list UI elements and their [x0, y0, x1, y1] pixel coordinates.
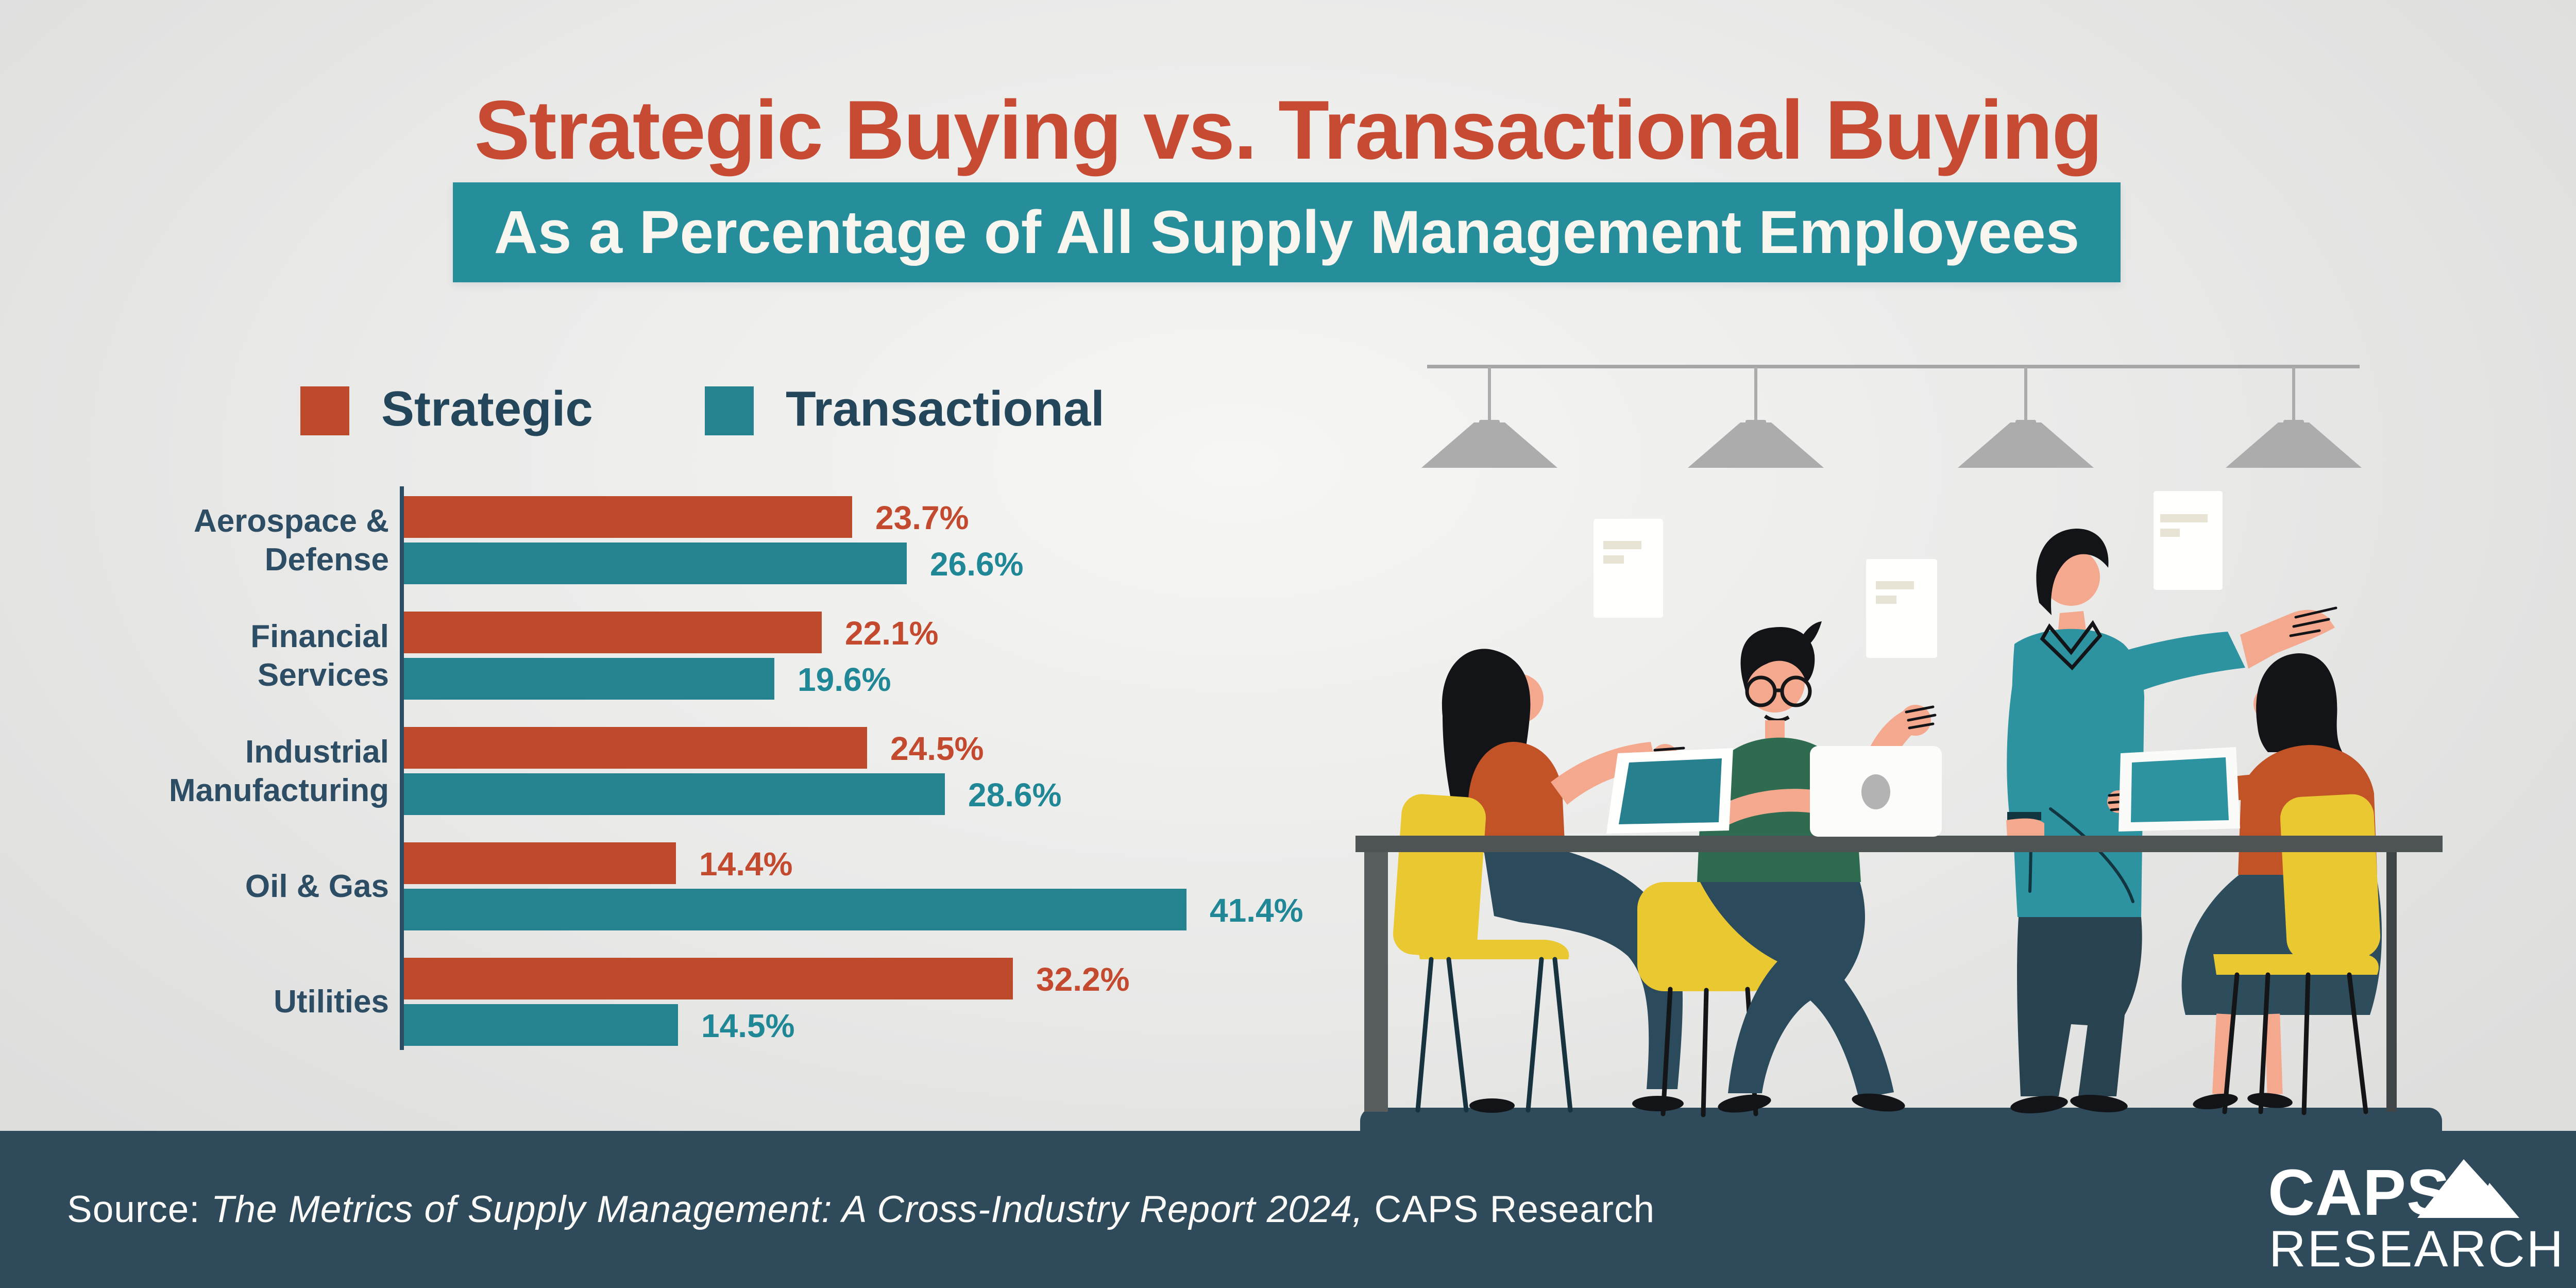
- y-axis-line: [400, 486, 404, 1050]
- page-title: Strategic Buying vs. Transactional Buyin…: [474, 83, 2103, 177]
- bar-strategic: [404, 842, 676, 884]
- legend-item-strategic: Strategic: [300, 381, 593, 436]
- bar-strategic: [404, 496, 852, 538]
- value-label: 41.4%: [1210, 892, 1303, 929]
- value-label: 19.6%: [798, 661, 891, 698]
- strategic-swatch-icon: [300, 386, 349, 435]
- source-report-title: The Metrics of Supply Management: A Cros…: [211, 1189, 1364, 1230]
- footer-bar: Source: The Metrics of Supply Management…: [0, 1131, 2576, 1288]
- bar-strategic: [404, 958, 1013, 999]
- pendant-lamps-icon: [1421, 365, 2362, 468]
- bar-strategic: [404, 727, 867, 769]
- seated-woman-right: [2107, 653, 2382, 1115]
- laptop-icon: [1810, 746, 1942, 837]
- bar-transactional: [404, 889, 1187, 930]
- wall-notes-icon: [1594, 491, 2223, 658]
- caps-research-logo: CAPS RESEARCH: [2268, 1156, 2563, 1274]
- value-label: 26.6%: [930, 546, 1024, 583]
- category-label: Oil & Gas: [245, 869, 389, 904]
- category-label: Utilities: [274, 984, 389, 1020]
- bar-strategic: [404, 612, 822, 653]
- category-label: Industrial Manufacturing: [168, 734, 389, 808]
- tablet-icon: [1606, 748, 1733, 834]
- table: [1355, 836, 2443, 852]
- standing-man: [2006, 529, 2337, 1113]
- bar-transactional: [404, 1004, 678, 1046]
- seated-woman-left: [1393, 649, 1686, 1113]
- source-line: Source: The Metrics of Supply Management…: [67, 1189, 1655, 1230]
- transactional-swatch-icon: [705, 386, 754, 435]
- subtitle-text: As a Percentage of All Supply Management…: [494, 198, 2080, 266]
- yellow-chair-icon: [1393, 794, 1569, 959]
- logo-research-text: RESEARCH: [2269, 1220, 2565, 1277]
- legend-label: Strategic: [381, 381, 593, 436]
- legend-item-transactional: Transactional: [705, 381, 1105, 436]
- tablet-icon: [2119, 747, 2240, 832]
- bar-transactional: [404, 773, 945, 815]
- bar-transactional: [404, 658, 774, 700]
- category-label: Aerospace & Defense: [193, 503, 389, 578]
- value-label: 14.4%: [699, 845, 793, 883]
- category-label: Financial Services: [250, 618, 389, 693]
- value-label: 24.5%: [890, 730, 984, 767]
- seated-man-glasses: [1637, 621, 1937, 1117]
- subtitle-band: As a Percentage of All Supply Management…: [453, 182, 2121, 282]
- logo-caps-text: CAPS: [2268, 1156, 2451, 1229]
- office-illustration: [1355, 365, 2443, 1164]
- legend-label: Transactional: [786, 381, 1105, 436]
- value-label: 22.1%: [845, 615, 939, 652]
- value-label: 32.2%: [1036, 961, 1130, 998]
- value-label: 28.6%: [968, 776, 1062, 814]
- value-label: 14.5%: [701, 1007, 795, 1044]
- bar-transactional: [404, 543, 907, 584]
- mountain-icon: [2417, 1159, 2519, 1218]
- value-label: 23.7%: [875, 499, 969, 536]
